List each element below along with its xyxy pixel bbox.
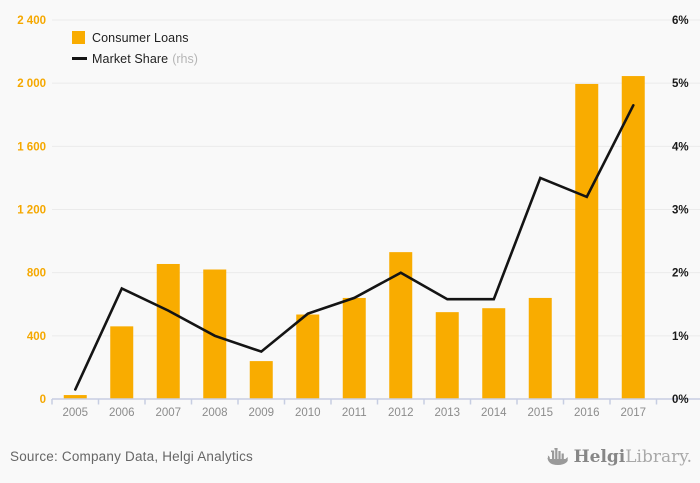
x-axis-label-2014: 2014 xyxy=(481,407,507,419)
right-axis-label: 6% xyxy=(672,15,689,27)
left-axis-label: 1 600 xyxy=(17,141,46,153)
x-axis-label-2010: 2010 xyxy=(295,407,321,419)
bar-2013 xyxy=(435,312,459,399)
helgi-library-logo[interactable]: HelgiLibrary. xyxy=(545,444,692,470)
x-axis-label-2013: 2013 xyxy=(434,407,460,419)
bar-2012 xyxy=(389,252,413,399)
source-note: Source: Company Data, Helgi Analytics xyxy=(10,449,254,464)
legend: Consumer Loans Market Share (rhs) xyxy=(72,29,198,67)
bar-2016 xyxy=(575,83,599,400)
legend-item-market-share: Market Share (rhs) xyxy=(72,50,198,67)
x-axis-label-2006: 2006 xyxy=(109,407,135,419)
right-axis-label: 4% xyxy=(672,141,689,153)
bar-2005 xyxy=(63,395,87,399)
x-axis-label-2007: 2007 xyxy=(155,407,181,419)
logo-text-helgi: Helgi xyxy=(573,447,626,467)
bar-2011 xyxy=(342,297,366,399)
legend-line-marker xyxy=(72,57,87,60)
x-axis-label-2009: 2009 xyxy=(248,407,274,419)
bar-2010 xyxy=(296,314,320,399)
x-axis-label-2016: 2016 xyxy=(574,407,600,419)
bar-2014 xyxy=(482,308,506,399)
bar-2017 xyxy=(621,76,645,399)
x-axis-label-2008: 2008 xyxy=(202,407,228,419)
market-share-line xyxy=(74,104,635,391)
bar-2009 xyxy=(249,361,273,399)
x-axis-label-2005: 2005 xyxy=(62,407,88,419)
chart-plot: 0 400 800 1 200 1 600 2 000 2 400 0% 1% 2% 3% 4% 5% 6… xyxy=(17,15,700,419)
bar-2007 xyxy=(156,263,180,399)
legend-item-consumer-loans: Consumer Loans xyxy=(72,29,198,46)
right-axis-label: 1% xyxy=(672,331,689,343)
right-axis-label: 2% xyxy=(672,268,689,280)
legend-label-consumer-loans: Consumer Loans xyxy=(92,30,189,45)
right-axis-label: 3% xyxy=(672,205,689,217)
left-axis-label: 2 000 xyxy=(17,78,46,90)
left-axis-label: 0 xyxy=(40,394,46,406)
right-axis-label: 0% xyxy=(672,394,689,406)
legend-rhs-note: (rhs) xyxy=(172,51,198,66)
logo-wordmark: HelgiLibrary. xyxy=(574,444,692,470)
left-axis-label: 800 xyxy=(27,268,46,280)
legend-swatch-consumer-loans xyxy=(72,31,85,44)
x-axis-label-2012: 2012 xyxy=(388,407,414,419)
left-axis-label: 1 200 xyxy=(17,205,46,217)
right-axis-label: 5% xyxy=(672,78,689,90)
bar-2015 xyxy=(528,297,552,399)
bar-2008 xyxy=(203,269,227,399)
bar-2006 xyxy=(110,326,134,399)
left-axis-label: 400 xyxy=(27,331,46,343)
x-axis-label-2017: 2017 xyxy=(620,407,646,419)
logo-text-library: Library. xyxy=(625,447,692,467)
left-axis-label: 2 400 xyxy=(17,15,46,27)
legend-label-market-share: Market Share xyxy=(92,51,169,66)
x-axis-label-2011: 2011 xyxy=(342,407,367,419)
x-axis-label-2015: 2015 xyxy=(527,407,553,419)
viking-ship-icon xyxy=(547,448,568,465)
